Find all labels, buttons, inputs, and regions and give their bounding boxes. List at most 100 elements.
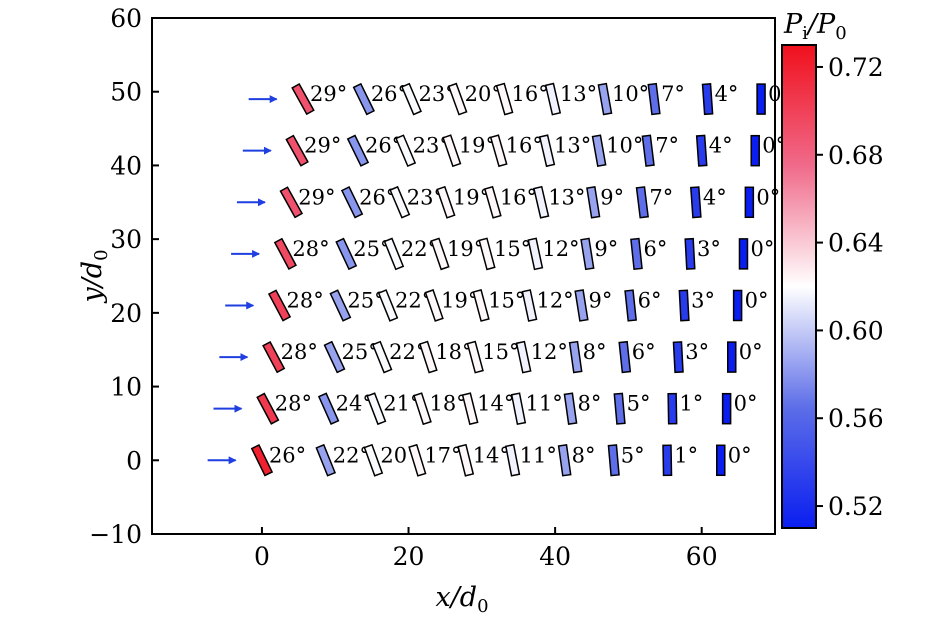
blade-marker (580, 237, 595, 271)
angle-label: 20° (465, 82, 502, 106)
angle-label: 13° (554, 134, 591, 158)
blade-marker (557, 444, 572, 477)
colorbar-gradient (781, 44, 817, 529)
blade-marker (256, 392, 280, 425)
angle-label: 15° (494, 237, 531, 261)
blade-marker (466, 340, 484, 374)
blade-marker (400, 82, 422, 116)
angle-label: 3° (691, 288, 715, 312)
blade-marker (662, 444, 673, 477)
blade-marker (690, 186, 702, 219)
blade-marker (732, 289, 743, 322)
colorbar-tick-label: 0.60 (828, 316, 884, 345)
angle-label: 18° (429, 392, 466, 416)
angle-label: 13° (560, 82, 597, 106)
angle-label: 13° (548, 185, 585, 209)
y-tick-label: 0 (126, 446, 142, 475)
blade-marker (647, 82, 661, 116)
blade-marker (363, 443, 384, 477)
y-tick-label: 50 (110, 78, 142, 107)
blade-marker (533, 185, 550, 219)
angle-label: 0° (745, 288, 769, 312)
blade-marker (483, 185, 502, 219)
blade-marker (457, 443, 475, 477)
blade-row: 29° 26° 23° 19° 16° 13° 10° 7° 4° 0° (242, 134, 786, 168)
blade-marker (395, 134, 417, 168)
x-tick-label: 40 (539, 542, 571, 571)
blade-marker (472, 289, 490, 322)
angle-label: 10° (612, 82, 649, 106)
colorbar-tick-label: 0.56 (828, 404, 884, 433)
angle-label: 19° (459, 134, 496, 158)
blade-marker (323, 340, 346, 374)
angle-label: 0° (734, 392, 758, 416)
angle-label: 6° (632, 340, 656, 364)
blade-marker (273, 237, 297, 271)
y-tick-label: 40 (110, 151, 142, 180)
colorbar-tick-label: 0.64 (828, 229, 884, 258)
plot-frame (151, 17, 776, 535)
angle-label: 10° (606, 134, 643, 158)
angle-label: 26° (359, 185, 396, 209)
blade-marker (618, 340, 632, 374)
angle-label: 0° (728, 443, 752, 467)
blade-marker (285, 134, 309, 167)
blade-marker (436, 185, 456, 219)
blade-marker (597, 82, 613, 116)
angle-label: 4° (709, 134, 733, 158)
angle-label: 7° (649, 185, 673, 209)
blade-marker (315, 443, 337, 477)
blade-marker (574, 289, 589, 322)
angle-label: 0° (750, 237, 774, 261)
blade-marker (430, 237, 450, 271)
blade-marker (672, 341, 684, 374)
blade-row: 26° 22° 20° 17° 14° 11° 8° 5° 1° 0° (207, 443, 752, 477)
blade-marker (716, 444, 726, 477)
angle-label: 12° (531, 340, 568, 364)
blade-row: 28° 24° 21° 18° 14° 11° 8° 5° 1° 0° (213, 392, 758, 426)
angle-label: 18° (435, 340, 472, 364)
blade-row: 29° 26° 23° 19° 16° 13° 9° 7° 4° 0° (236, 185, 780, 219)
blade-marker (563, 392, 578, 425)
blade-marker (744, 186, 755, 219)
colorbar: 0.52 0.56 0.60 0.64 0.68 0.72 Pi/P0 (781, 9, 884, 529)
angle-label: 17° (424, 443, 461, 467)
angle-label: 28° (292, 237, 329, 261)
x-axis-title: x/d0 (435, 582, 488, 617)
angle-label: 4° (703, 185, 727, 209)
angle-label: 26° (365, 134, 402, 158)
angle-label: 16° (506, 134, 543, 158)
blade-marker (738, 238, 749, 270)
angle-label: 0° (756, 185, 780, 209)
blade-row: 28° 25° 22° 19° 15° 12° 9° 6° 3° 0° (225, 288, 769, 322)
angle-label: 6° (638, 288, 662, 312)
angle-label: 7° (655, 134, 679, 158)
blade-marker (607, 444, 620, 477)
blade-marker (413, 392, 432, 426)
blade-marker (352, 82, 375, 116)
angle-label: 1° (674, 443, 698, 467)
blade-marker (701, 83, 714, 116)
angle-label: 15° (482, 340, 519, 364)
blade-marker (756, 83, 766, 115)
colorbar-title: Pi/P0 (783, 9, 847, 44)
angle-label: 19° (453, 185, 490, 209)
colorbar-tick-label: 0.68 (828, 141, 884, 170)
blade-marker (262, 340, 286, 374)
angle-label: 1° (679, 392, 703, 416)
angle-label: 9° (589, 288, 613, 312)
blade-marker (678, 289, 690, 322)
angle-label: 12° (542, 237, 579, 261)
angle-label: 16° (512, 82, 549, 106)
blade-marker (721, 392, 732, 425)
blade-marker (630, 237, 643, 271)
blade-marker (510, 392, 527, 426)
angle-label: 5° (627, 392, 651, 416)
plot-area: 26° 22° 20° 17° 14° 11° 8° 5° 1° 0°28° 24° 21° 18° 14… (207, 82, 792, 477)
angle-label: 29° (304, 134, 341, 158)
angle-label: 11° (520, 443, 557, 467)
blade-marker (527, 237, 544, 271)
colorbar-tick-label: 0.52 (828, 492, 884, 521)
blade-marker (447, 82, 468, 116)
angle-label: 3° (697, 237, 721, 261)
